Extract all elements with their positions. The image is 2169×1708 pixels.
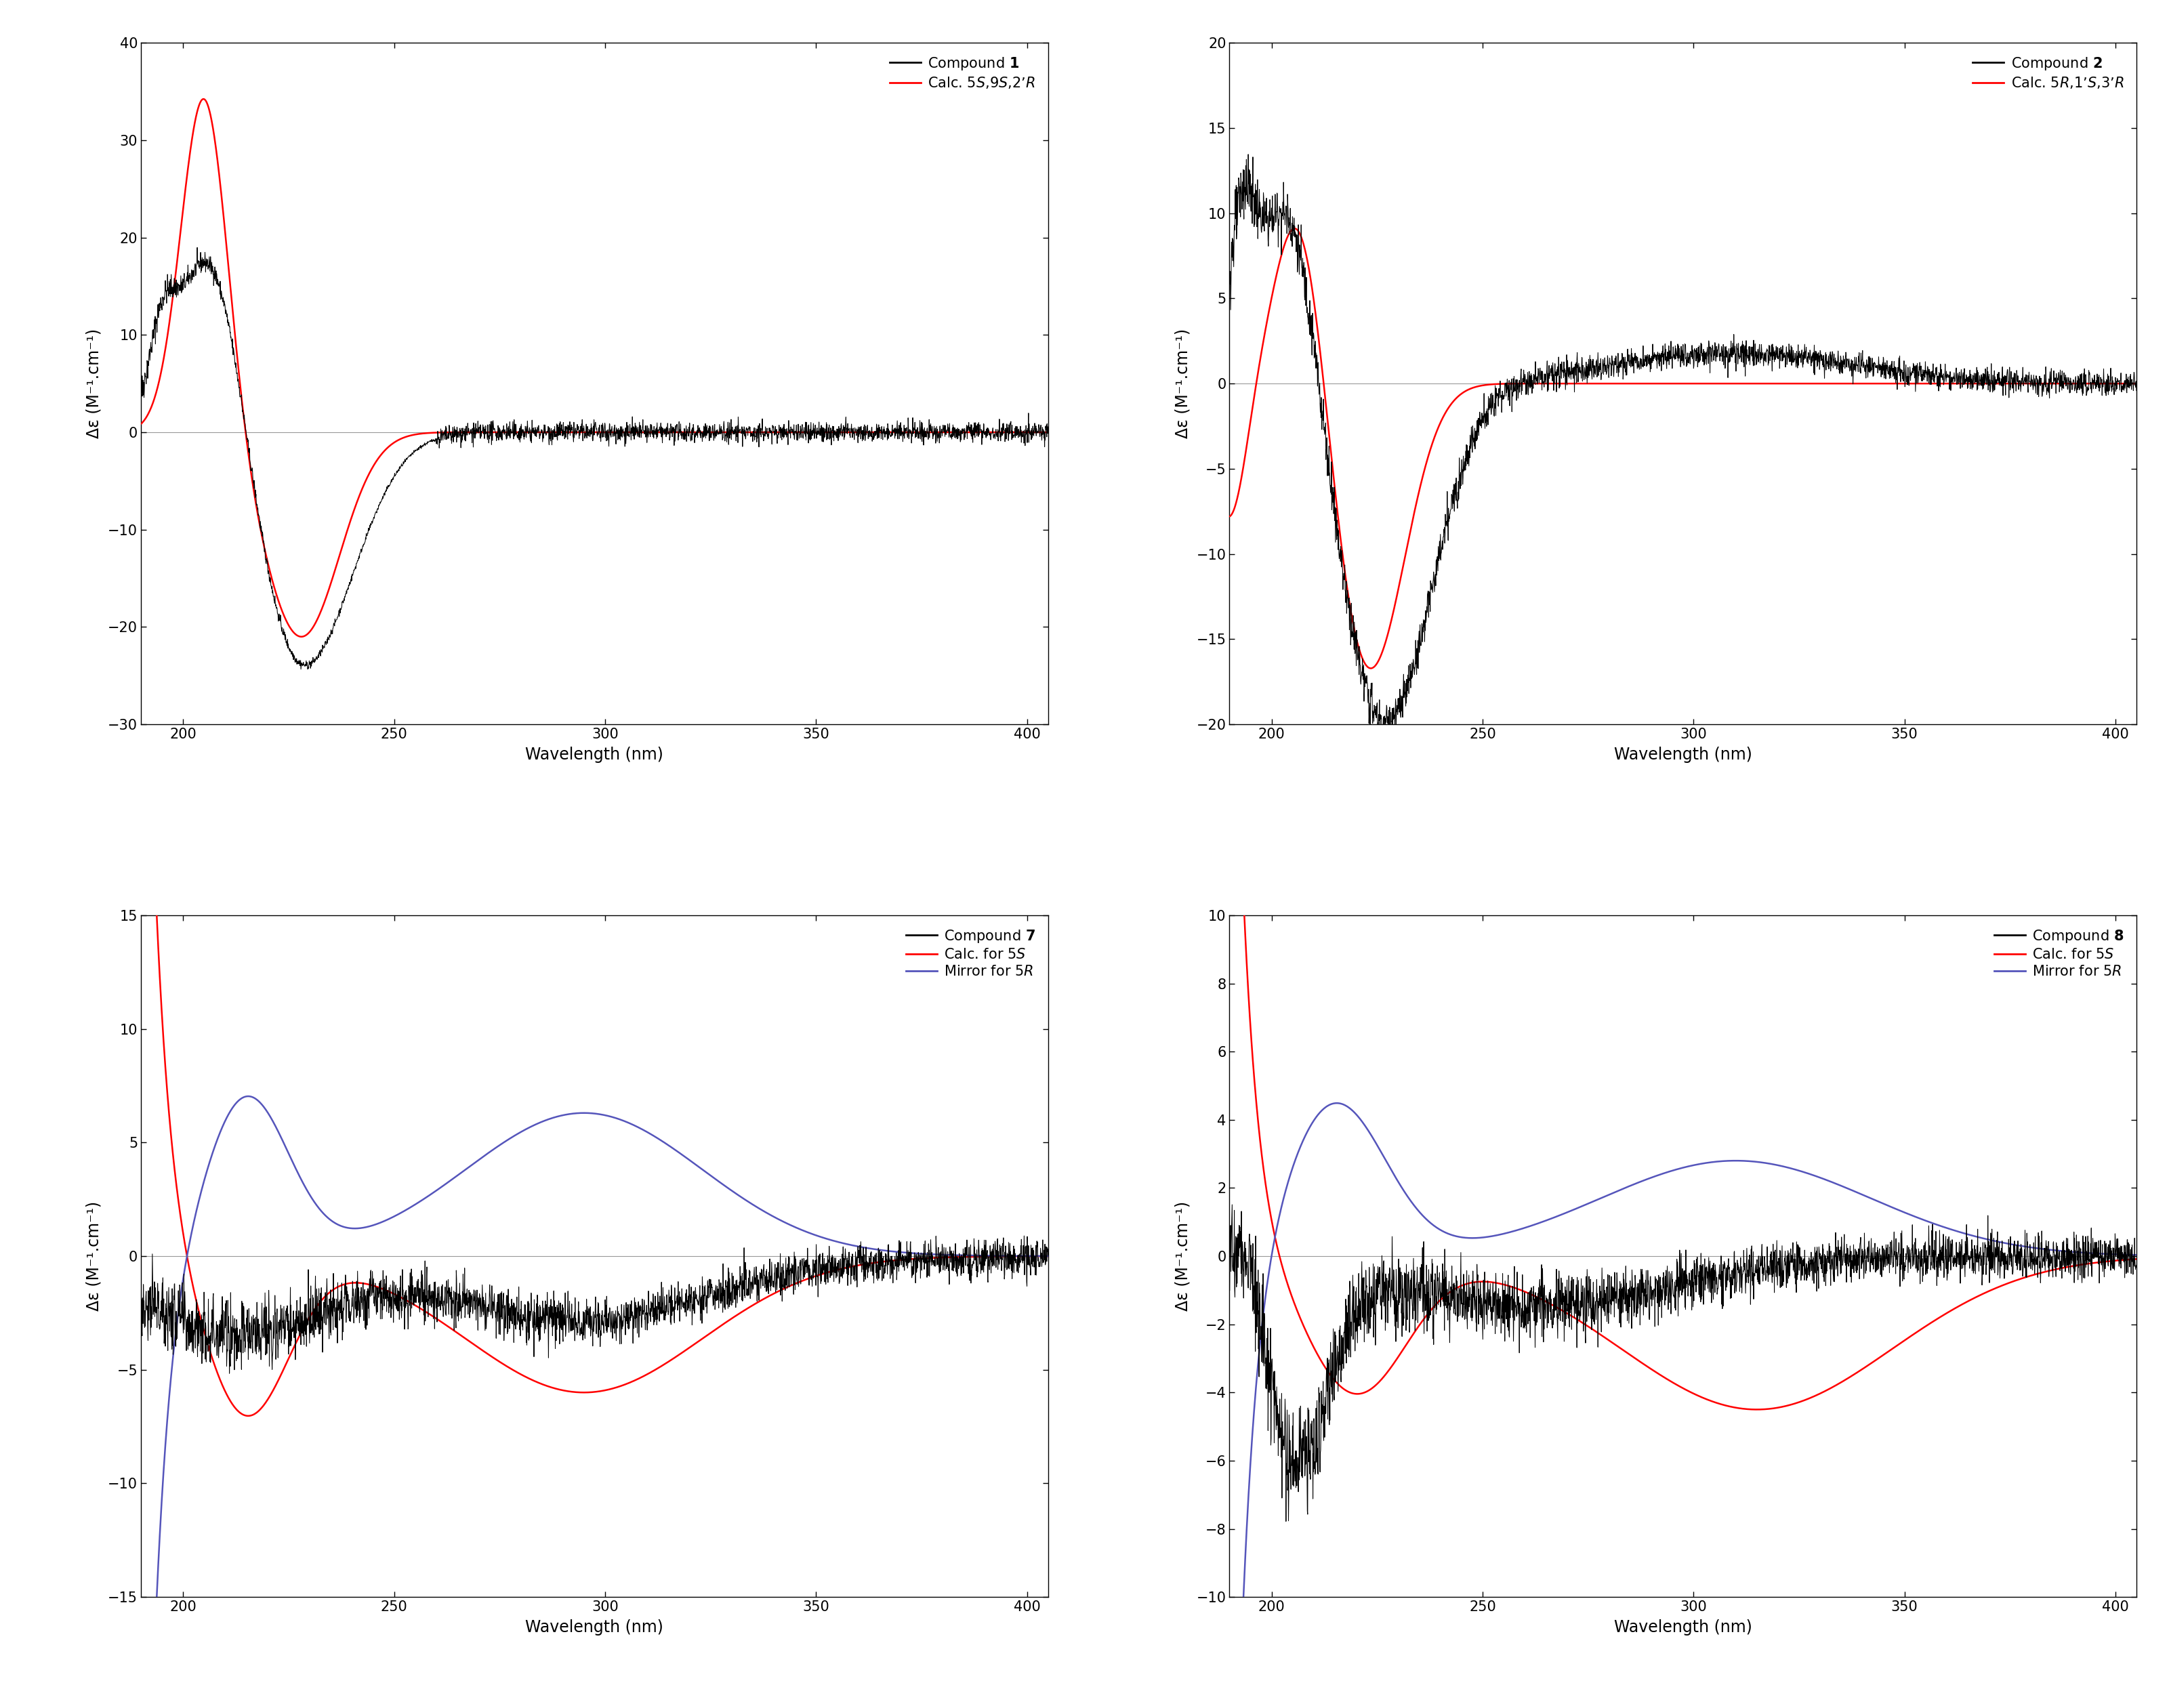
Y-axis label: Δε (M⁻¹.cm⁻¹): Δε (M⁻¹.cm⁻¹) (87, 1201, 102, 1312)
Y-axis label: Δε (M⁻¹.cm⁻¹): Δε (M⁻¹.cm⁻¹) (1173, 328, 1191, 439)
Legend: Compound $\mathbf{1}$, Calc. 5$S$,9$S$,2’$R$: Compound $\mathbf{1}$, Calc. 5$S$,9$S$,2… (885, 50, 1041, 96)
Y-axis label: Δε (M⁻¹.cm⁻¹): Δε (M⁻¹.cm⁻¹) (87, 328, 102, 439)
Legend: Compound $\mathbf{8}$, Calc. for 5$S$, Mirror for 5$R$: Compound $\mathbf{8}$, Calc. for 5$S$, M… (1989, 922, 2130, 984)
X-axis label: Wavelength (nm): Wavelength (nm) (1614, 1619, 1753, 1636)
Legend: Compound $\mathbf{7}$, Calc. for 5$S$, Mirror for 5$R$: Compound $\mathbf{7}$, Calc. for 5$S$, M… (900, 922, 1041, 984)
Legend: Compound $\mathbf{2}$, Calc. 5$R$,1’$S$,3’$R$: Compound $\mathbf{2}$, Calc. 5$R$,1’$S$,… (1967, 50, 2130, 96)
X-axis label: Wavelength (nm): Wavelength (nm) (1614, 746, 1753, 763)
Y-axis label: Δε (M⁻¹.cm⁻¹): Δε (M⁻¹.cm⁻¹) (1173, 1201, 1191, 1312)
X-axis label: Wavelength (nm): Wavelength (nm) (525, 746, 664, 763)
X-axis label: Wavelength (nm): Wavelength (nm) (525, 1619, 664, 1636)
